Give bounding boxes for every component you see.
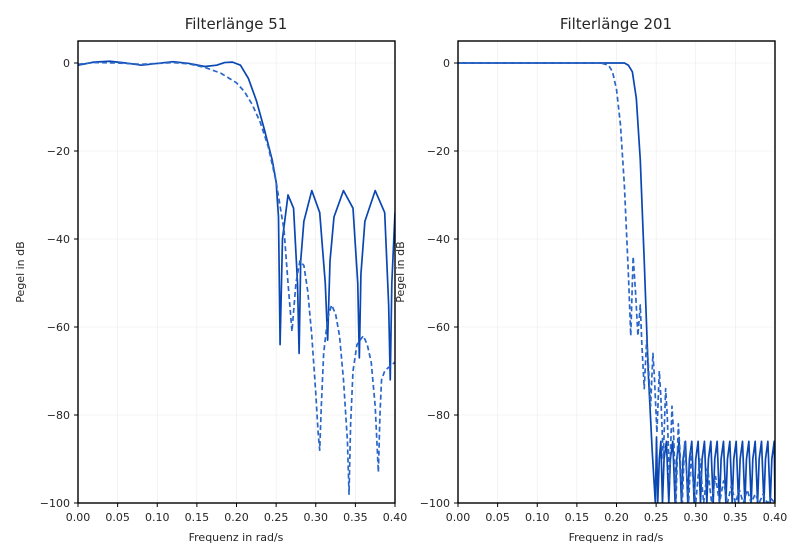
x-tick-label: 0.40 xyxy=(383,511,408,524)
y-tick-label: −60 xyxy=(47,321,70,334)
subplot-filter-51: Filterlänge 51 0.00 0.05 0.10 0.15 0.20 0.25 0… xyxy=(14,15,407,544)
x-tick-label: 0.10 xyxy=(525,511,550,524)
y-axis-label: Pegel in dB xyxy=(394,241,407,302)
x-axis-label: Frequenz in rad/s xyxy=(189,531,284,544)
series-group xyxy=(78,60,395,496)
x-tick-label: 0.30 xyxy=(684,511,709,524)
series-solid-line xyxy=(458,62,775,503)
y-tick-label: 0 xyxy=(63,57,70,70)
series-dashed-line xyxy=(458,62,775,503)
grid xyxy=(77,41,396,504)
y-tick-label: −100 xyxy=(40,497,70,510)
x-tick-label: 0.30 xyxy=(304,511,329,524)
x-tick-label: 0.05 xyxy=(485,511,510,524)
y-tick-label: −40 xyxy=(427,233,450,246)
y-axis-label: Pegel in dB xyxy=(14,241,27,302)
x-tick-label: 0.35 xyxy=(343,511,368,524)
x-tick-label: 0.20 xyxy=(224,511,249,524)
ticks: 0.00 0.05 0.10 0.15 0.20 0.25 0.30 0.35 0.40 0 −20… xyxy=(40,57,407,524)
x-tick-label: 0.35 xyxy=(723,511,748,524)
subplot-filter-201: Filterlänge 201 0.00 0.05 0.10 0.15 0.20 0.25… xyxy=(394,15,787,544)
series-group xyxy=(458,62,775,503)
series-dashed-line xyxy=(78,61,395,496)
subplot-title: Filterlänge 51 xyxy=(185,15,288,33)
y-tick-label: −60 xyxy=(427,321,450,334)
x-tick-label: 0.05 xyxy=(105,511,130,524)
x-tick-label: 0.15 xyxy=(185,511,210,524)
y-tick-label: 0 xyxy=(443,57,450,70)
x-tick-label: 0.10 xyxy=(145,511,170,524)
x-axis-label: Frequenz in rad/s xyxy=(569,531,664,544)
x-tick-label: 0.25 xyxy=(644,511,669,524)
y-tick-label: −100 xyxy=(420,497,450,510)
x-tick-label: 0.20 xyxy=(604,511,629,524)
ticks: 0.00 0.05 0.10 0.15 0.20 0.25 0.30 0.35 0.40 0 −20… xyxy=(420,57,787,524)
x-tick-label: 0.15 xyxy=(565,511,590,524)
y-tick-label: −80 xyxy=(427,409,450,422)
y-tick-label: −20 xyxy=(47,145,70,158)
subplot-title: Filterlänge 201 xyxy=(560,15,672,33)
x-tick-label: 0.00 xyxy=(66,511,91,524)
y-tick-label: −20 xyxy=(427,145,450,158)
y-tick-label: −40 xyxy=(47,233,70,246)
x-tick-label: 0.40 xyxy=(763,511,788,524)
x-tick-label: 0.25 xyxy=(264,511,289,524)
x-tick-label: 0.00 xyxy=(446,511,471,524)
y-tick-label: −80 xyxy=(47,409,70,422)
grid xyxy=(457,41,776,504)
